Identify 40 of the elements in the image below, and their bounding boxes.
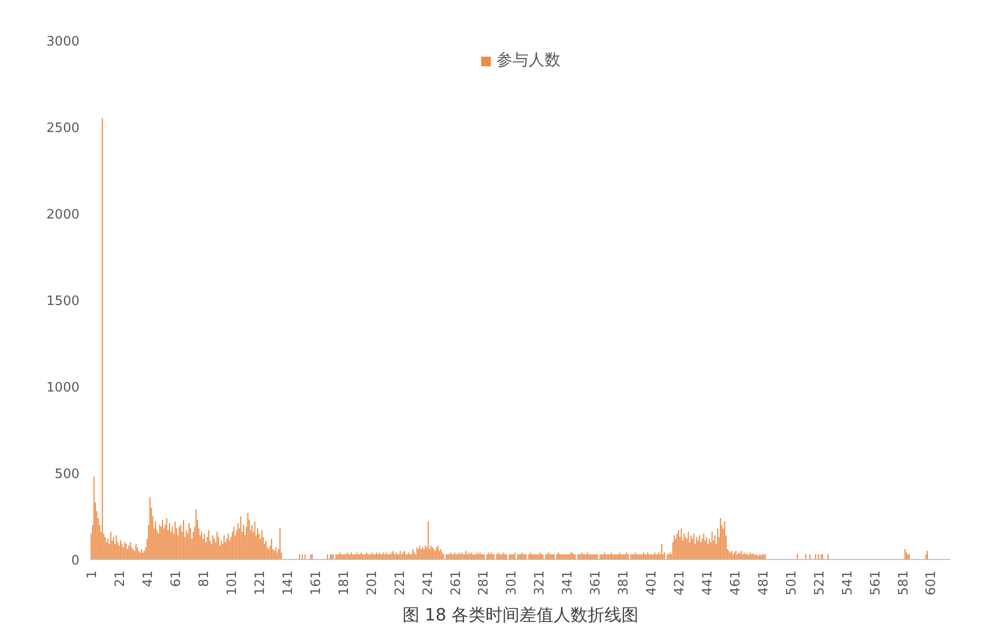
x-tick-label: 21 (113, 570, 128, 588)
x-tick-label: 201 (364, 570, 380, 596)
x-tick-label: 221 (392, 570, 408, 596)
y-tick-label: 2000 (46, 208, 80, 222)
x-tick-label: 361 (588, 570, 604, 596)
y-tick-label: 1000 (46, 380, 80, 396)
x-tick-label: 61 (169, 570, 184, 588)
x-tick-label: 541 (840, 570, 856, 596)
x-tick-label: 181 (336, 570, 352, 596)
x-tick-label: 401 (644, 570, 660, 596)
x-tick-label: 101 (225, 570, 240, 596)
x-tick-label: 461 (728, 570, 744, 596)
x-tick-label: 41 (141, 570, 156, 588)
x-tick-label: 301 (504, 570, 520, 596)
x-tick-label: 161 (308, 570, 324, 596)
x-tick-label: 321 (532, 570, 548, 596)
x-tick-label: 381 (616, 570, 632, 596)
x-tick-label: 241 (420, 570, 436, 596)
x-tick-label: 1 (85, 570, 100, 579)
x-tick-label: 261 (448, 570, 464, 596)
x-tick-label: 281 (476, 570, 492, 596)
x-tick-label: 581 (896, 570, 912, 596)
x-tick-label: 421 (672, 570, 688, 596)
x-tick-label: 601 (924, 570, 940, 596)
x-tick-label: 501 (784, 570, 800, 596)
x-tick-label: 521 (812, 570, 828, 596)
y-tick-label: 0 (71, 554, 80, 568)
x-tick-label: 81 (197, 570, 212, 588)
x-tick-label: 141 (280, 570, 296, 596)
y-tick-label: 500 (54, 467, 80, 482)
x-tick-label: 561 (868, 570, 884, 596)
x-tick-label: 341 (560, 570, 576, 596)
x-tick-label: 441 (700, 570, 716, 596)
y-tick-label: 2500 (46, 121, 80, 136)
x-tick-label: 121 (253, 570, 268, 596)
caption: 图 18 各类时间差值人数折线图 (402, 606, 639, 626)
y-tick-label: 3000 (46, 34, 80, 50)
y-tick-label: 1500 (46, 294, 80, 309)
x-tick-label: 481 (756, 570, 772, 596)
legend-label: 参与人数 (496, 50, 560, 71)
